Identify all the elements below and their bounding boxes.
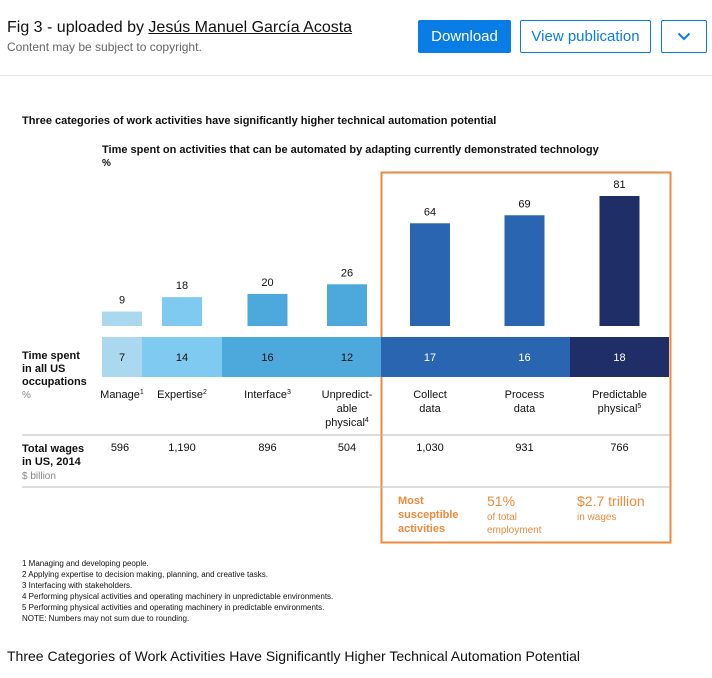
wages-label: in US, 2014: [22, 456, 82, 468]
time-spent-cell: [313, 337, 381, 377]
bar-value-label: 26: [341, 267, 353, 279]
wages-total: $2.7 trillion: [577, 493, 645, 509]
bar-3: [247, 293, 288, 326]
wages-value: 1,190: [168, 442, 196, 454]
category-label-text: physical: [598, 403, 638, 415]
footnote: NOTE: Numbers may not sum due to roundin…: [22, 614, 189, 623]
category-label: data: [514, 403, 536, 415]
copyright-notice: Content may be subject to copyright.: [7, 40, 202, 54]
bar-value-label: 81: [613, 179, 625, 191]
time-spent-value: 16: [261, 352, 273, 364]
bar-1: [102, 311, 142, 326]
employment-share: 51%: [487, 493, 515, 509]
time-spent-cell: [102, 337, 142, 377]
category-label-text: physical: [325, 417, 365, 429]
figure-header: Fig 3 - uploaded by Jesús Manuel García …: [0, 0, 712, 76]
time-spent-value: 14: [176, 352, 188, 364]
figure-title-prefix: Fig 3 - uploaded by: [7, 19, 149, 36]
chart-subtitle: Time spent on activities that can be aut…: [102, 144, 600, 156]
figure-title: Fig 3 - uploaded by Jesús Manuel García …: [7, 19, 352, 37]
category-label-text: Interface: [244, 389, 287, 401]
time-spent-cell: [222, 337, 313, 377]
category-label: Process: [505, 389, 545, 401]
bar-value-label: 9: [119, 295, 125, 307]
time-spent-unit: %: [22, 390, 31, 401]
chevron-down-icon: [677, 32, 691, 41]
wages-value: 896: [258, 442, 276, 454]
footnote: 1 Managing and developing people.: [22, 559, 149, 568]
footnote: 5 Performing physical activities and ope…: [22, 603, 324, 612]
time-spent-value: 18: [613, 352, 625, 364]
category-label: data: [419, 403, 441, 415]
wages-value: 504: [338, 442, 356, 454]
wages-value: 931: [515, 442, 533, 454]
time-spent-cell: [479, 337, 570, 377]
time-spent-cell: [381, 337, 479, 377]
bar-value-label: 64: [424, 206, 436, 218]
chart-unit: %: [102, 158, 111, 169]
category-label: physical4: [325, 417, 369, 429]
download-button[interactable]: Download: [418, 20, 511, 53]
time-spent-value: 7: [119, 352, 125, 364]
category-label: physical5: [598, 403, 642, 415]
employment-share-caption: employment: [487, 525, 542, 536]
wages-unit: $ billion: [22, 471, 56, 482]
more-options-button[interactable]: [661, 20, 707, 53]
category-label: Interface3: [244, 389, 291, 401]
wages-value: 766: [610, 442, 628, 454]
bar-value-label: 20: [261, 277, 273, 289]
time-spent-label: occupations: [22, 376, 87, 388]
most-susceptible-label: activities: [398, 523, 445, 535]
bar-2: [162, 297, 202, 326]
time-spent-label: Time spent: [22, 350, 80, 362]
time-spent-value: 12: [341, 352, 353, 364]
bar-value-label: 18: [176, 280, 188, 292]
footnote-marker: 2: [203, 389, 207, 396]
category-label: Collect: [413, 389, 447, 401]
view-publication-button[interactable]: View publication: [520, 20, 651, 53]
category-label: Predictable: [592, 389, 647, 401]
category-label-text: Expertise: [157, 389, 203, 401]
bar-6: [504, 215, 545, 326]
footnote-marker: 3: [287, 389, 291, 396]
wages-label: Total wages: [22, 443, 84, 455]
footnote: 3 Interfacing with stakeholders.: [22, 581, 132, 590]
time-spent-label: in all US: [22, 363, 65, 375]
wages-value: 596: [111, 442, 129, 454]
most-susceptible-label: susceptible: [398, 509, 459, 521]
bar-7: [599, 196, 640, 326]
category-label: Expertise2: [157, 389, 207, 401]
bar-value-label: 69: [518, 198, 530, 210]
footnote: 2 Applying expertise to decision making,…: [22, 570, 268, 579]
bar-4: [327, 284, 367, 326]
footnote: 4 Performing physical activities and ope…: [22, 592, 333, 601]
automation-chart: Three categories of work activities have…: [22, 115, 672, 623]
category-label: Unpredict-: [322, 389, 373, 401]
most-susceptible-label: Most: [398, 495, 424, 507]
category-label: Manage1: [100, 389, 144, 401]
wages-total-caption: in wages: [577, 512, 616, 523]
category-label: able: [337, 403, 358, 415]
time-spent-cell: [142, 337, 222, 377]
wages-value: 1,030: [416, 442, 444, 454]
chart-title: Three categories of work activities have…: [22, 115, 496, 127]
figure-caption: Three Categories of Work Activities Have…: [7, 648, 580, 664]
bar-5: [410, 223, 450, 326]
time-spent-cell: [570, 337, 669, 377]
footnote-marker: 4: [365, 417, 369, 424]
footnote-marker: 5: [637, 403, 641, 410]
category-label-text: Manage: [100, 389, 140, 401]
employment-share-caption: of total: [487, 512, 517, 523]
time-spent-value: 17: [424, 352, 436, 364]
author-link[interactable]: Jesús Manuel García Acosta: [148, 19, 353, 36]
footnote-marker: 1: [140, 389, 144, 396]
time-spent-value: 16: [518, 352, 530, 364]
